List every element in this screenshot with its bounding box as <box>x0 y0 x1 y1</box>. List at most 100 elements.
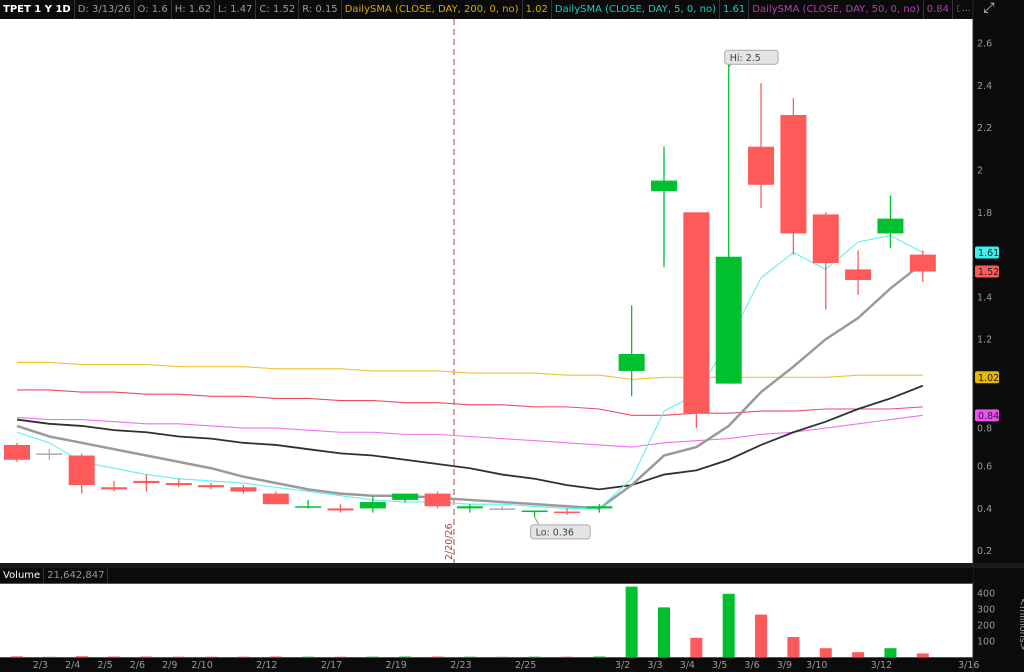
x-tick-label: 3/16 <box>958 660 979 671</box>
volume-label: Volume <box>0 568 45 583</box>
x-tick-label: 3/4 <box>680 660 695 671</box>
volume-bar <box>755 614 768 657</box>
x-tick-label: 2/12 <box>256 660 277 671</box>
y-tick-label: 1.8 <box>977 208 992 219</box>
volume-bar <box>819 648 832 657</box>
study-line <box>17 389 923 416</box>
x-tick-label: 3/9 <box>777 660 792 671</box>
candle-body <box>230 487 257 492</box>
candle-body <box>489 508 516 510</box>
header-field: C: 1.52 <box>256 0 300 19</box>
x-tick-label: 3/10 <box>806 660 827 671</box>
candle-body <box>101 487 128 490</box>
study-line <box>16 414 923 448</box>
high-callout: Hi: 2.5 <box>724 49 779 69</box>
candle-body <box>68 455 95 486</box>
price-badge-bg <box>975 246 999 259</box>
candle-body <box>618 354 645 371</box>
volume-header: Volume 21,642,847 <box>0 568 973 583</box>
chart-header: TPET 1 Y 1D D: 3/13/26 O: 1.6 H: 1.62 L: 1.… <box>0 0 960 19</box>
x-tick-label: 3/12 <box>871 660 892 671</box>
y-tick-label: 0.6 <box>977 462 992 473</box>
y-tick-label: 1.4 <box>977 292 992 303</box>
candle-body <box>812 214 839 264</box>
volume-tick-label: 300 <box>977 605 995 616</box>
more-button[interactable]: ... <box>962 4 971 14</box>
volume-bar <box>690 637 703 657</box>
candle-body <box>392 493 419 500</box>
candle-body <box>424 493 451 507</box>
x-tick-label: 2/25 <box>515 660 536 671</box>
volume-unit-label: <millions> <box>1017 598 1024 651</box>
candle-body <box>877 218 904 234</box>
header-field: D: 3/13/26 <box>75 0 135 19</box>
y-tick-label: 1.2 <box>977 335 992 346</box>
panel-divider <box>0 563 1024 568</box>
price-badge-text: 1.02 <box>978 373 999 384</box>
y-tick-label: 2.6 <box>977 39 992 50</box>
volume-panel <box>0 584 973 657</box>
symbol-title[interactable]: TPET 1 Y 1D <box>0 0 75 19</box>
candle-body <box>715 256 742 384</box>
header-field[interactable]: DailySMA (CLOSE, DAY, 50, 0, no) <box>749 0 924 19</box>
volume-tick-label: 100 <box>977 637 995 648</box>
price-badge-text: 0.84 <box>978 411 999 422</box>
candle-body <box>651 180 677 192</box>
volume-bar <box>722 593 735 657</box>
candle-body <box>165 483 192 486</box>
candle-body <box>133 480 160 484</box>
volume-bar <box>852 652 865 657</box>
volume-bar <box>625 586 638 657</box>
volume-bar <box>658 607 670 657</box>
header-field: R: 0.15 <box>299 0 342 19</box>
y-tick-label: 2.4 <box>977 81 992 92</box>
header-field[interactable]: 0.84 <box>924 0 954 19</box>
header-field[interactable]: 1.02 <box>523 0 552 19</box>
y-tick-label: 2.2 <box>977 123 992 134</box>
date-marker-label: 2/20/26 <box>444 523 455 560</box>
candle-body <box>36 453 63 455</box>
candle-body <box>553 511 580 514</box>
header-field[interactable]: DailySMA (CLOSE, DAY, 100, 0, no) <box>953 0 960 19</box>
candle-body <box>262 493 289 505</box>
callout-text: Lo: 0.36 <box>536 527 574 538</box>
header-field[interactable]: DailySMA (CLOSE, DAY, 5, 0, no) <box>552 0 720 19</box>
candle-body <box>456 506 483 509</box>
candle-body <box>295 506 322 508</box>
candle-body <box>586 506 613 509</box>
header-field[interactable]: DailySMA (CLOSE, DAY, 200, 0, no) <box>342 0 523 19</box>
callout-pointer <box>534 516 540 526</box>
x-tick-label: 2/10 <box>191 660 212 671</box>
low-callout: Lo: 0.36 <box>530 516 591 540</box>
y-tick-label: 0.2 <box>977 546 992 557</box>
x-tick-label: 2/3 <box>33 660 48 671</box>
x-tick-label: 3/3 <box>647 660 662 671</box>
callout-box <box>724 49 779 65</box>
y-tick-label: 2 <box>977 166 983 177</box>
header-field: L: 1.47 <box>215 0 257 19</box>
study-line <box>16 384 924 491</box>
candle-body <box>198 485 225 488</box>
volume-tick-label: 400 <box>977 589 995 600</box>
x-tick-label: 3/5 <box>712 660 727 671</box>
x-tick-label: 2/19 <box>386 660 407 671</box>
callout-box <box>530 524 591 540</box>
volume-bar <box>916 653 929 657</box>
y-tick-label: 0.4 <box>977 504 992 515</box>
candle-body <box>748 146 775 185</box>
x-tick-label: 2/23 <box>450 660 471 671</box>
callout-text: Hi: 2.5 <box>730 53 761 64</box>
candle-body <box>4 444 30 460</box>
volume-bar <box>787 637 800 657</box>
header-field[interactable]: 1.61 <box>720 0 750 19</box>
x-tick-label: 2/4 <box>65 660 80 671</box>
candle-body <box>683 212 710 414</box>
header-field: O: 1.6 <box>135 0 172 19</box>
price-badge: 1.02 <box>975 371 999 384</box>
price-badge-bg <box>975 265 999 278</box>
callout-pointer <box>728 64 732 69</box>
volume-bar <box>884 648 897 657</box>
expand-icon[interactable]: ⤢ <box>983 0 995 16</box>
price-badge-text: 1.52 <box>978 267 999 278</box>
